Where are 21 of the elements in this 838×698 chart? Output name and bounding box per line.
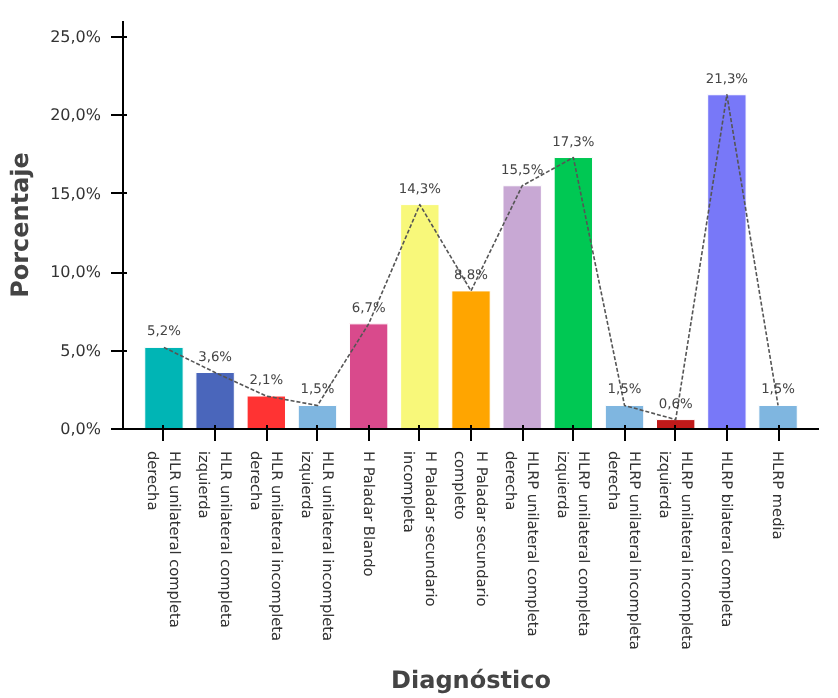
bar [246, 395, 286, 429]
bar [451, 290, 491, 429]
y-tick-label: 0,0% [60, 420, 102, 438]
bar [348, 323, 389, 429]
y-tick-label: 10,0% [50, 263, 102, 282]
x-axis-title: Diagnóstico [391, 665, 551, 694]
y-axis-title: Porcentaje [6, 152, 35, 298]
bar [400, 204, 440, 429]
bar [553, 157, 594, 429]
bar [195, 372, 235, 429]
bar [502, 185, 542, 429]
y-tick-label: 20,0% [50, 106, 102, 125]
bar [707, 94, 747, 429]
y-tick-label: 15,0% [50, 184, 102, 203]
y-tick-label: 5,0% [60, 341, 102, 360]
bar [297, 404, 338, 429]
bar [604, 404, 645, 429]
y-tick-label: 25,0% [50, 27, 102, 46]
bar [656, 419, 696, 429]
bar [144, 346, 184, 429]
bar [758, 404, 798, 429]
